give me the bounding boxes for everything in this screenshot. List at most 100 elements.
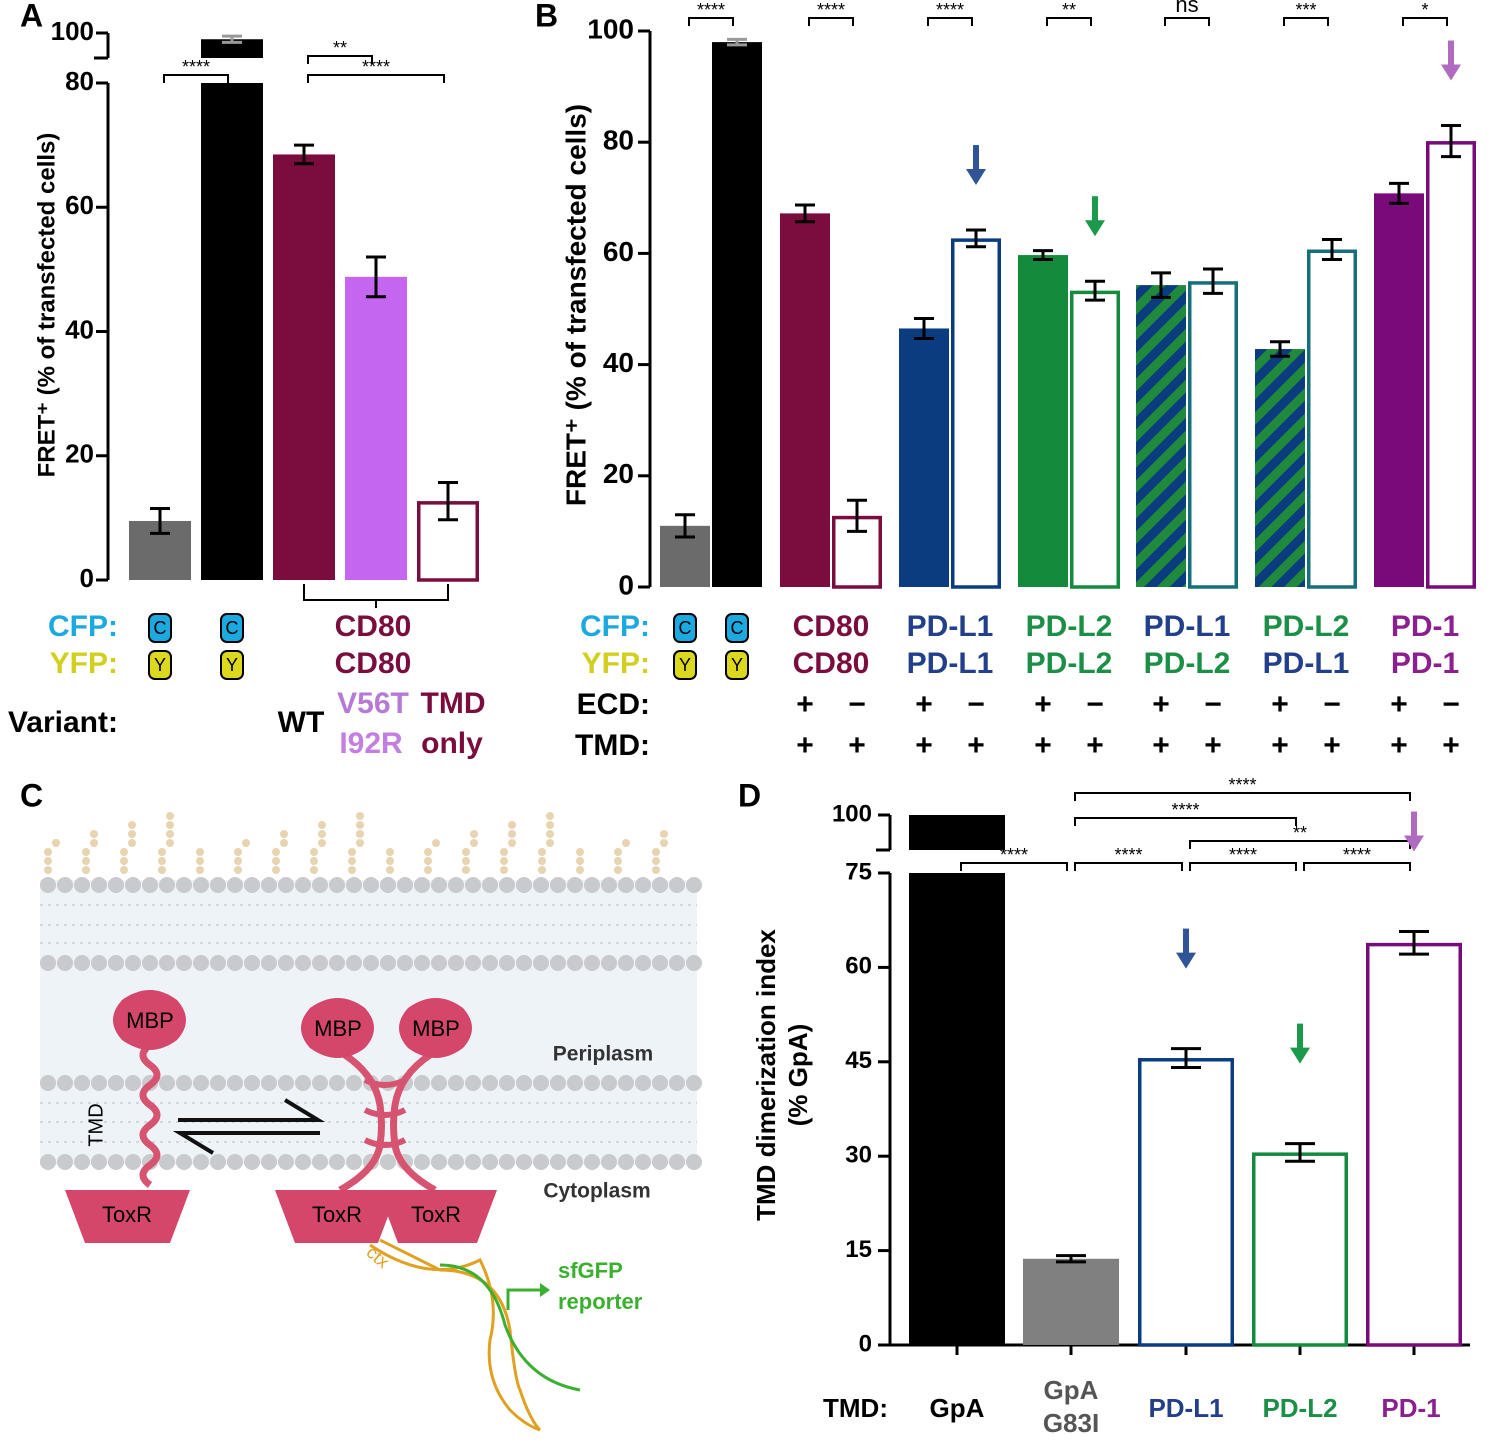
row-item: − xyxy=(848,688,866,721)
lps-dot xyxy=(538,857,546,865)
lipid-head xyxy=(414,955,430,971)
bar xyxy=(1136,285,1186,587)
row-item: + xyxy=(1390,688,1408,721)
lipid-head xyxy=(499,1075,515,1091)
lipid-head xyxy=(91,1075,107,1091)
row-item: PD-L2 xyxy=(1026,647,1113,680)
lipid-head xyxy=(295,1154,311,1170)
row-label: YFP: xyxy=(582,647,650,680)
mbp-label: MBP xyxy=(126,1008,174,1033)
significance-bracket xyxy=(1283,17,1329,26)
y-tick-label: 60 xyxy=(845,953,872,980)
lipid-head xyxy=(601,955,617,971)
lps-dot xyxy=(462,857,470,865)
fp-icon xyxy=(673,650,697,680)
row-item: − xyxy=(1086,688,1104,721)
y-tick-label: 0 xyxy=(618,569,634,600)
lps-dot xyxy=(500,848,508,856)
significance-label: **** xyxy=(362,57,390,77)
significance-label: **** xyxy=(1343,845,1371,865)
row-item: PD-L2 xyxy=(1026,610,1113,643)
promoter-arrow xyxy=(506,1288,540,1310)
row-item: PD-1 xyxy=(1381,1393,1440,1423)
significance-label: * xyxy=(1421,0,1428,20)
lipid-head xyxy=(261,1075,277,1091)
lipid-head xyxy=(329,877,345,893)
lps-dot xyxy=(242,839,250,847)
arrow-head xyxy=(1176,952,1196,969)
lipid-head xyxy=(652,1075,668,1091)
significance-bracket xyxy=(1402,17,1448,26)
row-item: GpA xyxy=(930,1393,985,1423)
dna xyxy=(369,1243,541,1432)
bar xyxy=(1374,193,1424,588)
lipid-head xyxy=(108,1154,124,1170)
lps-dot xyxy=(234,857,242,865)
lps-dot xyxy=(82,857,90,865)
y-tick-label: 30 xyxy=(845,1142,872,1169)
lps-dot xyxy=(272,848,280,856)
y-tick-label: 80 xyxy=(603,125,634,156)
lps-dot xyxy=(272,857,280,865)
lipid-head xyxy=(652,955,668,971)
significance-label: **** xyxy=(1114,845,1142,865)
significance-bracket xyxy=(688,17,734,26)
lipid-head xyxy=(550,1154,566,1170)
lipid-head xyxy=(74,877,90,893)
lipid-head xyxy=(244,877,260,893)
row-item: PD-L2 xyxy=(1262,1393,1337,1423)
lipid-head xyxy=(669,1154,685,1170)
lipid-head xyxy=(91,877,107,893)
fp-icon xyxy=(148,613,172,643)
toxr-label: ToxR xyxy=(411,1202,461,1227)
lps-dot xyxy=(158,848,166,856)
lps-dot xyxy=(500,857,508,865)
lipid-head xyxy=(448,1075,464,1091)
lps-dot xyxy=(652,848,660,856)
lipid-head xyxy=(482,955,498,971)
arrow-forward xyxy=(178,1098,326,1122)
lipid-head xyxy=(584,955,600,971)
lipid-head xyxy=(669,1075,685,1091)
lipid-head xyxy=(448,955,464,971)
lipid-head xyxy=(91,955,107,971)
row-item: CD80 xyxy=(793,647,870,680)
row-item: I92R xyxy=(339,727,403,760)
lipid-head xyxy=(346,955,362,971)
lps-dot xyxy=(462,866,470,874)
lipid-head xyxy=(380,877,396,893)
lipid-head xyxy=(533,877,549,893)
toxr xyxy=(275,1190,398,1243)
lipid-head xyxy=(176,877,192,893)
lipid-head xyxy=(499,877,515,893)
lps-dot xyxy=(546,830,554,838)
lipid-head xyxy=(533,1154,549,1170)
lps-dot xyxy=(166,821,174,829)
lps-dot xyxy=(82,848,90,856)
significance-label: **** xyxy=(1228,775,1256,795)
lps-dot xyxy=(120,848,128,856)
periplasm-label: Periplasm xyxy=(553,1043,653,1066)
bar xyxy=(1252,1152,1348,1347)
lps-dot xyxy=(44,848,52,856)
lipid-head xyxy=(329,1075,345,1091)
y-tick-label: 15 xyxy=(845,1236,872,1263)
row-item: G83I xyxy=(1043,1408,1099,1438)
lipid-head xyxy=(499,955,515,971)
lps-dot xyxy=(310,857,318,865)
lps-dot xyxy=(356,839,364,847)
lipid-head xyxy=(142,955,158,971)
lipid-head xyxy=(159,1154,175,1170)
y-tick-label: 20 xyxy=(65,439,94,469)
row-item: + xyxy=(1034,729,1052,762)
lipid-head xyxy=(567,1154,583,1170)
lipid-head xyxy=(635,955,651,971)
fp-icon-label: Y xyxy=(731,655,743,675)
row-item: + xyxy=(1152,688,1170,721)
lipid-head xyxy=(431,955,447,971)
lipid-head xyxy=(329,955,345,971)
lps-dot xyxy=(128,821,136,829)
lipid-head xyxy=(210,955,226,971)
lipid-head xyxy=(465,1154,481,1170)
